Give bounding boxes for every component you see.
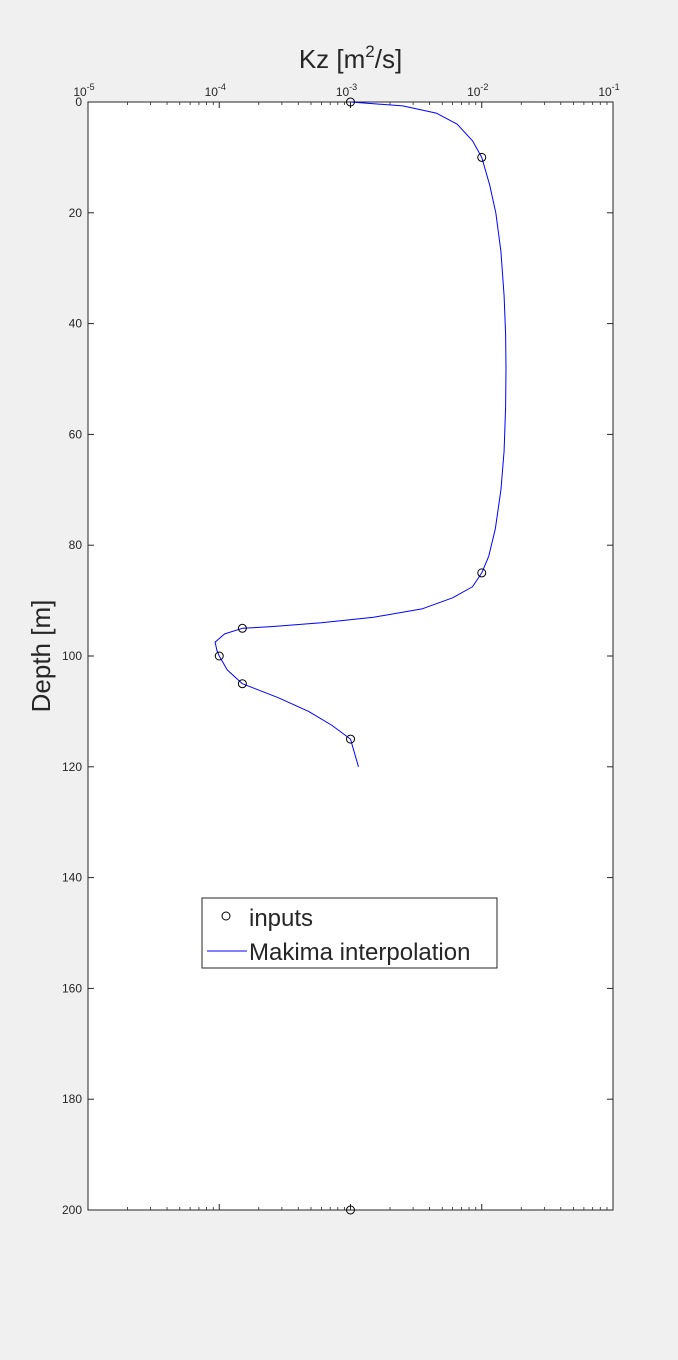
y-tick-label: 120 <box>62 760 82 774</box>
y-tick-label: 80 <box>69 538 83 552</box>
input-point-marker <box>346 734 355 744</box>
legend[interactable]: inputs Makima interpolation <box>201 897 498 969</box>
input-point-marker <box>477 152 487 162</box>
input-point-marker <box>477 568 487 578</box>
input-point-marker <box>237 623 247 633</box>
y-tick-label: 180 <box>62 1092 82 1106</box>
y-axis-title: Depth [m] <box>26 600 56 713</box>
y-tick-label: 200 <box>62 1203 82 1217</box>
input-point-marker <box>346 97 355 107</box>
x-axis-title: Kz [m2/s] <box>299 42 402 74</box>
input-point-marker <box>346 1205 355 1215</box>
input-point-marker <box>237 679 247 689</box>
y-tick-label: 0 <box>75 95 82 109</box>
plot-area <box>88 102 613 1210</box>
x-tick-label: 10-3 <box>336 82 357 99</box>
x-tick-label: 10-1 <box>598 82 619 99</box>
legend-label-makima: Makima interpolation <box>249 939 470 966</box>
y-tick-label: 160 <box>62 981 82 995</box>
y-tick-label: 40 <box>69 317 83 331</box>
y-tick-label: 60 <box>69 427 83 441</box>
x-tick-label: 10-5 <box>73 82 94 99</box>
x-tick-label: 10-2 <box>467 82 488 99</box>
data-series <box>214 97 507 1215</box>
legend-marker-inputs <box>221 911 231 921</box>
y-tick-label: 100 <box>62 649 82 663</box>
y-tick-label: 20 <box>69 206 83 220</box>
y-tick-label: 140 <box>62 871 82 885</box>
x-tick-label: 10-4 <box>205 82 226 99</box>
makima-interpolation-line <box>214 101 507 767</box>
legend-label-inputs: inputs <box>249 905 313 932</box>
legend-box <box>201 897 498 969</box>
input-point-marker <box>214 651 224 661</box>
